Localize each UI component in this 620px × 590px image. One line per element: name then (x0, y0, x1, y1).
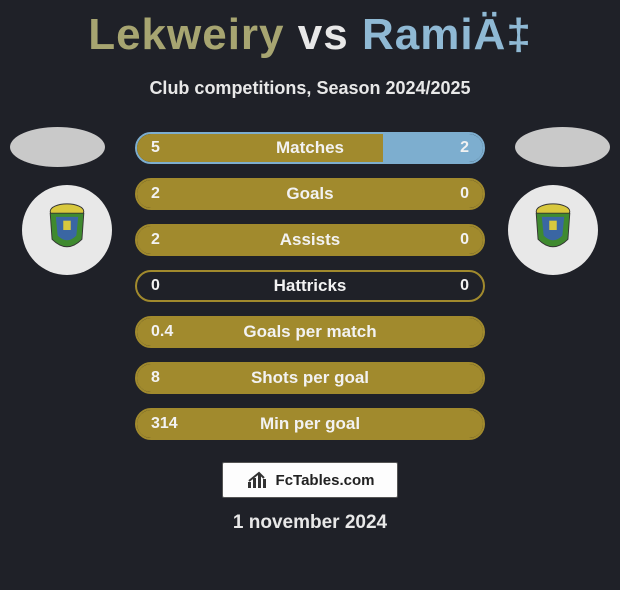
stat-row: 314Min per goal (135, 408, 485, 440)
stat-label: Hattricks (137, 272, 483, 300)
stat-left-fill (137, 134, 383, 162)
stats-container: 52Matches 20Goals 20Assists 0 0Hattricks 0.4G… (135, 132, 485, 454)
stat-left-fill (137, 226, 483, 254)
player2-name: RamiÄ‡ (362, 10, 532, 59)
footer-brand-link[interactable]: FcTables.com (222, 462, 398, 498)
subtitle: Club competitions, Season 2024/2025 (0, 78, 620, 99)
stat-row: 52Matches (135, 132, 485, 164)
stat-left-value: 0 (151, 272, 160, 300)
stat-left-fill (137, 318, 483, 346)
player1-avatar (10, 127, 105, 167)
page-title: Lekweiry vs RamiÄ‡ (0, 10, 620, 60)
club-shield-icon (39, 202, 95, 258)
player1-club-badge (22, 185, 112, 275)
stat-row: 20Assists (135, 224, 485, 256)
stat-left-fill (137, 180, 483, 208)
stat-row: 8Shots per goal (135, 362, 485, 394)
player2-club-badge (508, 185, 598, 275)
vs-text: vs (298, 10, 349, 59)
club-shield-icon (525, 202, 581, 258)
stat-row: 0.4Goals per match (135, 316, 485, 348)
footer-brand-text: FcTables.com (276, 472, 375, 489)
stat-row: 0 0Hattricks (135, 270, 485, 302)
stat-right-fill (383, 134, 483, 162)
stat-row: 20Goals (135, 178, 485, 210)
footer-date: 1 november 2024 (0, 512, 620, 534)
stat-left-fill (137, 410, 483, 438)
brand-chart-icon (246, 470, 270, 490)
stat-right-value: 0 (460, 272, 469, 300)
player2-avatar (515, 127, 610, 167)
player1-name: Lekweiry (88, 10, 284, 59)
stat-left-fill (137, 364, 483, 392)
